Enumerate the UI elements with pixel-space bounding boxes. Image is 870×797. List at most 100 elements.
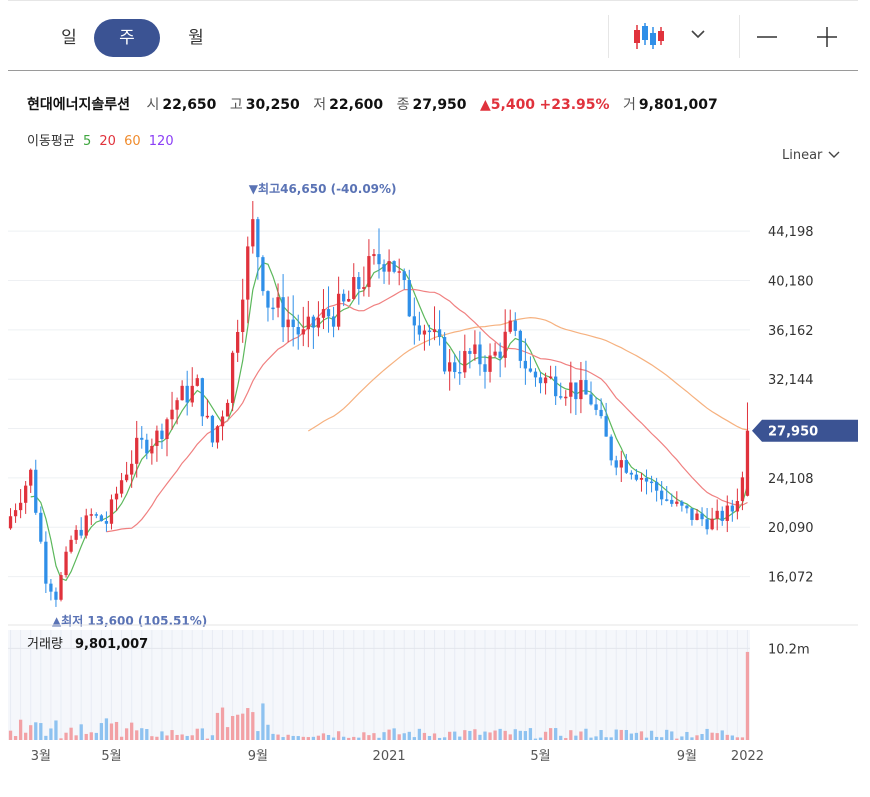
volume-value: 9,801,007: [75, 637, 148, 652]
price-chart[interactable]: 44,19840,18036,16232,14428,12624,10820,0…: [0, 170, 870, 797]
candle-body: [670, 499, 674, 504]
volume-bar: [422, 732, 427, 740]
volume-bar: [453, 731, 457, 740]
volume-bar: [261, 703, 265, 740]
candle-body: [685, 505, 689, 509]
volume-bar: [24, 732, 28, 740]
volume-bar: [89, 732, 93, 740]
candle-body: [453, 362, 457, 373]
candle-body: [54, 591, 58, 600]
candle-body: [246, 246, 250, 300]
period-month-tab[interactable]: 월: [188, 28, 204, 48]
toolbar-divider: [608, 15, 609, 58]
volume-tick-label: 10.2m: [768, 642, 810, 657]
candle-body: [49, 583, 53, 592]
candle-body: [665, 499, 669, 501]
zoom-out-icon[interactable]: [754, 19, 794, 55]
x-tick-label: 2022: [731, 749, 764, 764]
candle-body: [306, 316, 310, 330]
candle-body: [321, 309, 326, 318]
volume-bar: [215, 712, 220, 740]
candle-body: [220, 416, 225, 427]
candle-body: [675, 501, 679, 504]
volume-bar: [660, 737, 664, 740]
candle-body: [614, 460, 618, 468]
volume-bar: [160, 731, 164, 740]
volume-bar: [559, 735, 563, 740]
candlestick-icon[interactable]: [632, 19, 672, 55]
volume-bar: [321, 733, 326, 740]
volume-bar: [437, 737, 442, 740]
candle-body: [104, 521, 109, 524]
candle-body: [180, 385, 184, 401]
x-tick-label: 5월: [530, 749, 550, 764]
candle-body: [175, 400, 179, 410]
candle-body: [427, 330, 432, 333]
candle-body: [336, 293, 341, 327]
volume-bar: [619, 729, 623, 740]
candle-body: [695, 513, 699, 520]
candle-body: [448, 362, 452, 372]
y-tick-label: 32,144: [768, 373, 814, 388]
candle-body: [498, 351, 502, 358]
volume-bar: [463, 730, 467, 740]
candle-body: [402, 271, 406, 280]
candle-body: [256, 219, 260, 258]
volume-bar: [705, 728, 709, 740]
zoom-in-icon[interactable]: [814, 19, 854, 55]
period-week-tab[interactable]: 주: [94, 19, 160, 57]
volume-bar: [150, 736, 154, 740]
volume-bar: [331, 737, 336, 740]
volume-bar: [720, 730, 724, 740]
volume-bar: [291, 735, 295, 740]
volume-bar: [402, 733, 406, 740]
volume-bar: [104, 718, 109, 740]
candle-body: [230, 352, 235, 403]
volume-bar: [538, 737, 543, 740]
period-day-tab[interactable]: 일: [61, 28, 77, 48]
volume-bar: [124, 728, 129, 740]
volume-bar: [584, 728, 588, 740]
volume-bar: [44, 735, 48, 740]
ma20-label: 20: [99, 134, 116, 149]
candle-body: [170, 409, 174, 420]
volume-bar: [236, 714, 240, 740]
volume-bar: [155, 736, 159, 740]
scale-label: Linear: [782, 148, 823, 163]
candle-body: [725, 505, 729, 521]
scale-dropdown[interactable]: Linear: [782, 148, 841, 163]
volume-bar: [473, 729, 477, 740]
volume-bar: [210, 735, 215, 740]
toolbar-divider: [739, 15, 740, 58]
candle-body: [311, 316, 316, 328]
ma-legend-label: 이동평균: [27, 134, 75, 149]
volume-bar: [710, 732, 714, 740]
volume-bar: [518, 730, 522, 740]
candle-body: [493, 351, 497, 356]
chevron-down-icon[interactable]: [688, 19, 728, 55]
candle-body: [251, 219, 255, 247]
volume-bar: [180, 734, 184, 740]
y-tick-label: 36,162: [768, 324, 814, 339]
volume-bar: [493, 730, 497, 740]
candle-body: [124, 474, 129, 481]
candle-body: [331, 316, 336, 327]
volume-bar: [634, 732, 639, 740]
ma5-label: 5: [82, 134, 92, 149]
chevron-down-icon: [828, 151, 840, 158]
volume-bar: [594, 736, 598, 740]
current-price-label: 27,950: [768, 425, 818, 440]
candle-body: [29, 469, 33, 486]
candle-body: [690, 508, 694, 520]
candle-body: [84, 515, 88, 536]
volume-bar: [230, 715, 235, 740]
candle-body: [680, 501, 684, 506]
candle-body: [518, 330, 522, 361]
candle-body: [720, 510, 724, 521]
volume-bar: [397, 734, 401, 740]
volume-bar: [301, 736, 305, 740]
volume-bar: [665, 729, 669, 740]
volume-bar: [59, 738, 63, 740]
volume-bar: [109, 723, 114, 740]
candle-body: [589, 394, 593, 405]
